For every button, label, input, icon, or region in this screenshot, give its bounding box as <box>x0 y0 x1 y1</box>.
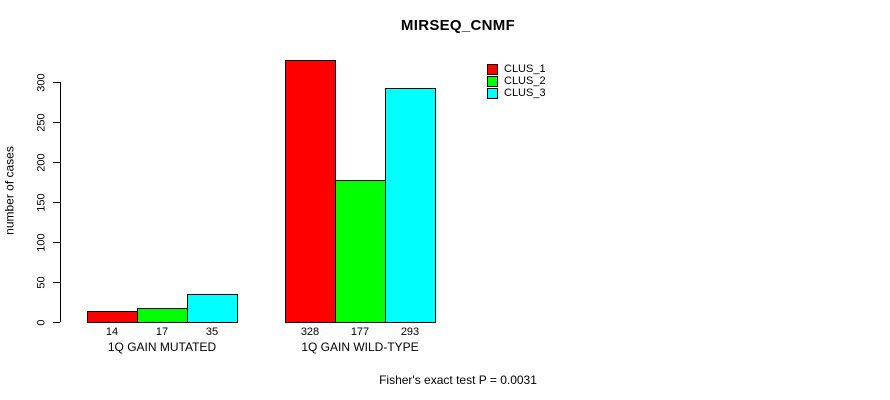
bar-value-label: 14 <box>105 326 119 338</box>
legend-swatch <box>487 75 498 87</box>
bar-clus_2-0 <box>137 308 188 323</box>
stat-annotation: Fisher's exact test P = 0.0031 <box>379 373 537 387</box>
legend: CLUS_1 CLUS_2 CLUS_3 <box>487 63 546 99</box>
bar-clus_1-1 <box>285 59 336 323</box>
bar-value-label: 35 <box>205 326 219 338</box>
y-tick-label: 200 <box>35 153 48 172</box>
bar-clus_2-1 <box>335 180 386 323</box>
legend-item-clus_2: CLUS_2 <box>487 75 546 87</box>
legend-item-clus_1: CLUS_1 <box>487 63 546 75</box>
y-tick-label: 250 <box>35 113 48 132</box>
chart-title: MIRSEQ_CNMF <box>400 17 516 34</box>
legend-item-clus_3: CLUS_3 <box>487 87 546 99</box>
legend-label: CLUS_1 <box>504 62 546 75</box>
y-tick-mark <box>53 162 60 163</box>
legend-label: CLUS_2 <box>504 74 546 87</box>
legend-swatch <box>487 87 498 99</box>
x-category-label: 1Q GAIN MUTATED <box>107 340 217 354</box>
y-tick-label: 0 <box>35 319 48 326</box>
y-tick-mark <box>53 282 60 283</box>
y-tick-label: 50 <box>35 276 48 289</box>
legend-swatch <box>487 63 498 75</box>
y-tick-mark <box>53 82 60 83</box>
bar-clus_3-0 <box>187 294 238 323</box>
y-axis-line <box>60 82 61 322</box>
bar-value-label: 17 <box>155 326 169 338</box>
bar-clus_1-0 <box>87 310 138 323</box>
y-tick-mark <box>53 242 60 243</box>
bar-value-label: 293 <box>400 326 420 338</box>
y-tick-mark <box>53 202 60 203</box>
legend-label: CLUS_3 <box>504 86 546 99</box>
bar-value-label: 177 <box>350 326 370 338</box>
bar-clus_3-1 <box>385 87 436 323</box>
y-tick-label: 100 <box>35 233 48 252</box>
x-category-label: 1Q GAIN WILD-TYPE <box>301 340 419 354</box>
y-tick-label: 300 <box>35 73 48 92</box>
y-tick-label: 150 <box>35 193 48 212</box>
y-tick-mark <box>53 122 60 123</box>
bar-value-label: 328 <box>300 326 320 338</box>
y-tick-mark <box>53 322 60 323</box>
